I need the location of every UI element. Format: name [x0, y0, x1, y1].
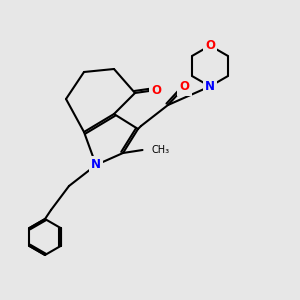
Text: O: O	[179, 80, 190, 94]
Text: CH₃: CH₃	[152, 145, 169, 155]
Text: N: N	[91, 158, 101, 172]
Text: N: N	[205, 80, 215, 93]
Text: O: O	[151, 83, 161, 97]
Text: O: O	[205, 39, 215, 52]
